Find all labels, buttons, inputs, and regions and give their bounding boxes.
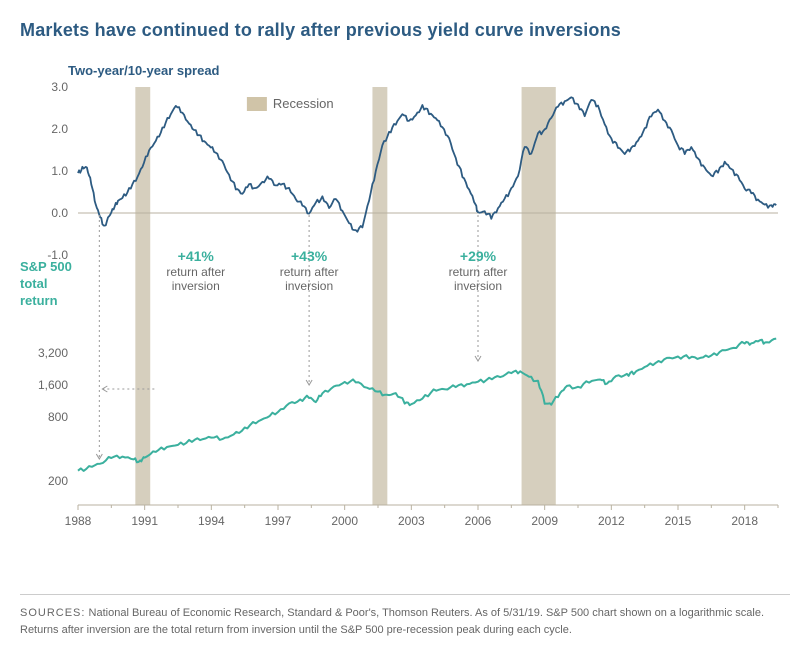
x-tick-label: 2015 bbox=[665, 514, 692, 528]
recession-legend-swatch bbox=[247, 97, 267, 111]
spread-line bbox=[78, 97, 776, 231]
x-tick-label: 2006 bbox=[465, 514, 492, 528]
y-tick-sp500: 200 bbox=[48, 474, 68, 488]
x-tick-label: 2003 bbox=[398, 514, 425, 528]
inversion-return-pct: +41% bbox=[178, 248, 215, 264]
chart-svg: Recession-1.00.01.02.03.02008001,6003,20… bbox=[20, 63, 790, 533]
inversion-return-txt: inversion bbox=[285, 279, 333, 293]
sources-text: National Bureau of Economic Research, St… bbox=[20, 607, 764, 636]
y-tick-spread: 3.0 bbox=[51, 80, 68, 94]
y-tick-sp500: 1,600 bbox=[38, 378, 68, 392]
y-tick-spread: 0.0 bbox=[51, 206, 68, 220]
sources-footnote: SOURCES: National Bureau of Economic Res… bbox=[20, 594, 790, 638]
spread-series-label: Two-year/10-year spread bbox=[68, 63, 220, 78]
inversion-return-txt: return after bbox=[166, 265, 225, 279]
x-tick-label: 1997 bbox=[265, 514, 292, 528]
x-tick-label: 2018 bbox=[731, 514, 758, 528]
y-tick-spread: 2.0 bbox=[51, 122, 68, 136]
inversion-return-txt: inversion bbox=[454, 279, 502, 293]
inversion-return-pct: +29% bbox=[460, 248, 497, 264]
x-tick-label: 2012 bbox=[598, 514, 625, 528]
x-tick-label: 2009 bbox=[531, 514, 558, 528]
y-tick-sp500: 3,200 bbox=[38, 346, 68, 360]
inversion-return-txt: return after bbox=[280, 265, 339, 279]
chart-title: Markets have continued to rally after pr… bbox=[20, 20, 790, 41]
sp500-line bbox=[78, 339, 776, 471]
inversion-return-txt: inversion bbox=[172, 279, 220, 293]
recession-band bbox=[372, 87, 387, 505]
inversion-return-txt: return after bbox=[449, 265, 508, 279]
y-tick-spread: 1.0 bbox=[51, 164, 68, 178]
sources-label: SOURCES: bbox=[20, 607, 85, 619]
chart-container: Two-year/10-year spread S&P 500 total re… bbox=[20, 63, 790, 553]
x-tick-label: 1988 bbox=[65, 514, 92, 528]
inversion-leader-arrow bbox=[102, 386, 107, 392]
sp500-series-label: S&P 500 total return bbox=[20, 259, 80, 310]
recession-legend-label: Recession bbox=[273, 96, 334, 111]
x-tick-label: 2000 bbox=[331, 514, 358, 528]
recession-band bbox=[135, 87, 150, 505]
inversion-return-pct: +43% bbox=[291, 248, 328, 264]
x-tick-label: 1994 bbox=[198, 514, 225, 528]
x-tick-label: 1991 bbox=[131, 514, 158, 528]
y-tick-sp500: 800 bbox=[48, 410, 68, 424]
recession-band bbox=[522, 87, 556, 505]
